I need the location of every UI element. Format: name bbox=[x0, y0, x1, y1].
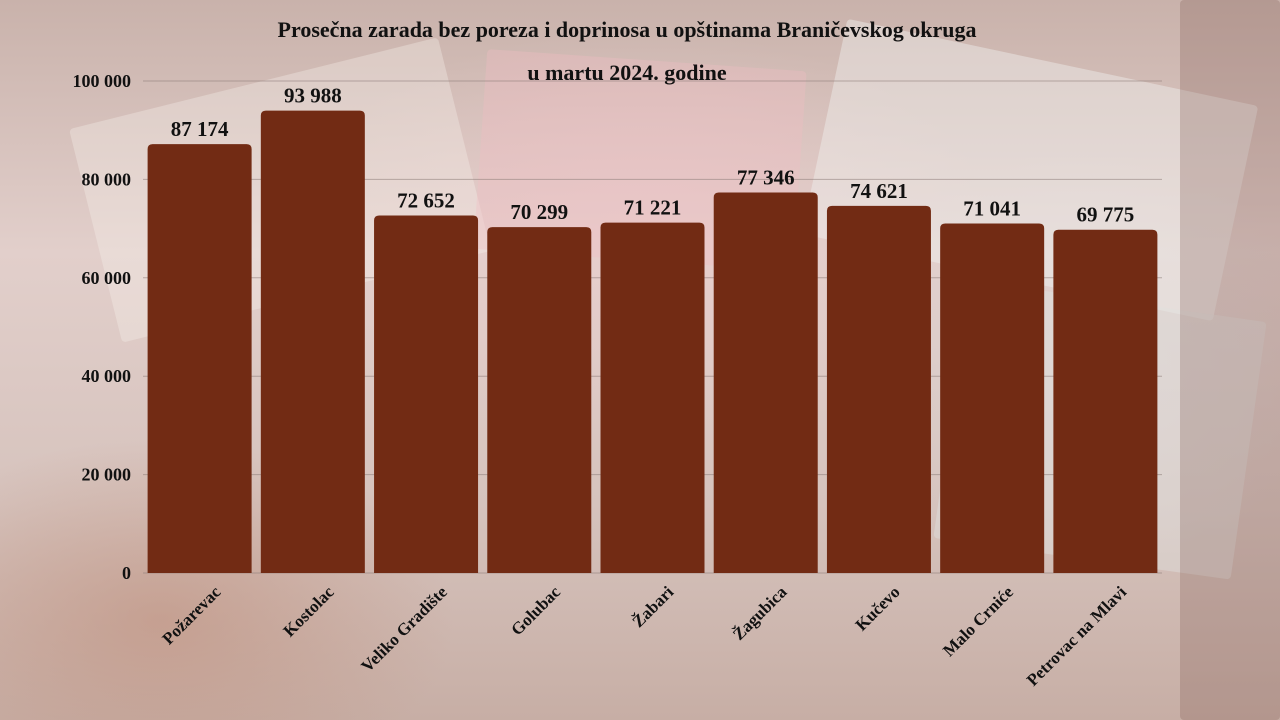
bar-value-label: 72 652 bbox=[397, 189, 455, 213]
bar-value-label: 74 621 bbox=[850, 179, 908, 203]
bar-value-label: 71 221 bbox=[624, 196, 682, 220]
bar-value-label: 71 041 bbox=[963, 196, 1021, 220]
x-tick-label: Žagubica bbox=[729, 582, 791, 644]
y-tick-label: 60 000 bbox=[82, 268, 132, 288]
bars bbox=[147, 110, 1158, 574]
x-tick-label: Golubac bbox=[507, 582, 564, 639]
bar bbox=[374, 215, 479, 573]
y-tick-label: 40 000 bbox=[82, 366, 132, 386]
y-tick-label: 80 000 bbox=[82, 169, 132, 189]
x-tick-label: Kučevo bbox=[852, 582, 904, 634]
bar bbox=[713, 192, 818, 573]
bar bbox=[940, 223, 1045, 574]
bar bbox=[487, 227, 592, 574]
chart-title-line-1: Prosečna zarada bez poreza i doprinosa u… bbox=[277, 17, 977, 42]
x-tick-label: Malo Crniće bbox=[939, 582, 1017, 660]
value-labels: 87 174 93 988 72 652 70 299 71 221 77 346 74 6… bbox=[171, 84, 1135, 227]
bar bbox=[260, 110, 365, 573]
x-tick-label: Požarevac bbox=[158, 582, 224, 648]
x-tick-label: Kostolac bbox=[279, 582, 337, 640]
bar-value-label: 77 346 bbox=[737, 165, 795, 189]
x-tick-label: Veliko Gradište bbox=[357, 582, 451, 676]
y-tick-label: 20 000 bbox=[82, 465, 132, 485]
x-tick-label: Žabari bbox=[628, 582, 677, 631]
y-tick-label: 0 bbox=[122, 563, 131, 583]
bar bbox=[1053, 229, 1158, 573]
x-tick-label: Petrovac na Mlavi bbox=[1023, 582, 1131, 690]
x-axis-ticks: Požarevac Kostolac Veliko Gradište Golubac Ž… bbox=[158, 582, 1130, 690]
y-tick-label: 100 000 bbox=[73, 71, 132, 91]
bar bbox=[600, 222, 705, 573]
bar bbox=[147, 144, 252, 573]
bar-value-label: 70 299 bbox=[510, 200, 568, 224]
bar-value-label: 69 775 bbox=[1077, 203, 1135, 227]
y-axis-ticks: 0 20 000 40 000 60 000 80 000 100 000 bbox=[73, 71, 132, 583]
bar-value-label: 93 988 bbox=[284, 84, 342, 108]
bar-value-label: 87 174 bbox=[171, 117, 229, 141]
bar bbox=[826, 205, 931, 573]
